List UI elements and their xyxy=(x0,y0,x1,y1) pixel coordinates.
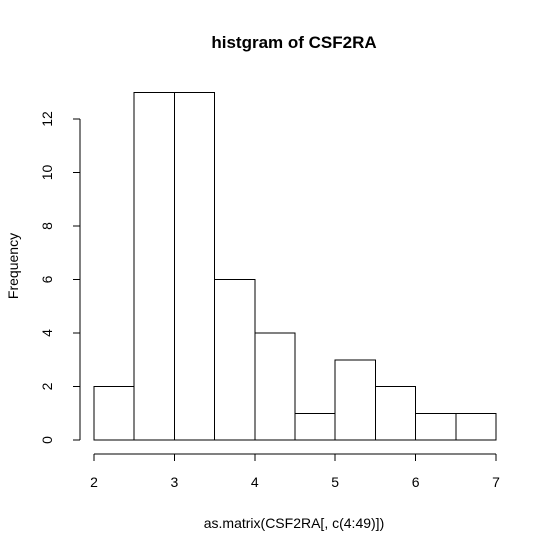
x-axis: 2 3 4 5 6 7 xyxy=(90,453,500,490)
y-tick-label-2: 4 xyxy=(39,329,55,337)
histogram-bar-0 xyxy=(93,386,135,441)
x-tick-label-1: 3 xyxy=(171,474,179,490)
chart-title: histgram of CSF2RA xyxy=(211,33,376,52)
y-axis-label: Frequency xyxy=(5,233,21,299)
x-tick-label-4: 6 xyxy=(412,474,420,490)
histogram-bar-6 xyxy=(334,359,376,441)
y-tick-label-5: 10 xyxy=(39,165,55,181)
histogram-bar-7 xyxy=(374,386,417,441)
y-tick-label-3: 6 xyxy=(39,275,55,283)
x-axis-label: as.matrix(CSF2RA[, c(4:49)]) xyxy=(204,515,384,531)
y-tick-label-1: 2 xyxy=(39,382,55,390)
x-tick-label-0: 2 xyxy=(90,474,98,490)
y-tick-label-4: 8 xyxy=(39,222,55,230)
x-tick-label-5: 7 xyxy=(492,474,500,490)
y-tick-label-0: 0 xyxy=(39,436,55,444)
histogram-bar-5 xyxy=(294,412,336,441)
x-tick-label-2: 4 xyxy=(251,474,259,490)
histogram-bar-4 xyxy=(254,332,296,441)
histogram-bar-9 xyxy=(455,412,497,441)
x-tick-label-3: 5 xyxy=(331,474,339,490)
y-axis: 0 2 4 6 8 10 12 xyxy=(39,111,81,444)
histogram-bar-1 xyxy=(133,91,175,441)
bars-group xyxy=(93,91,497,441)
histogram-bar-8 xyxy=(415,412,457,441)
y-tick-label-6: 12 xyxy=(39,111,55,127)
histogram-bar-2 xyxy=(173,91,216,441)
histogram-bar-3 xyxy=(214,279,256,441)
